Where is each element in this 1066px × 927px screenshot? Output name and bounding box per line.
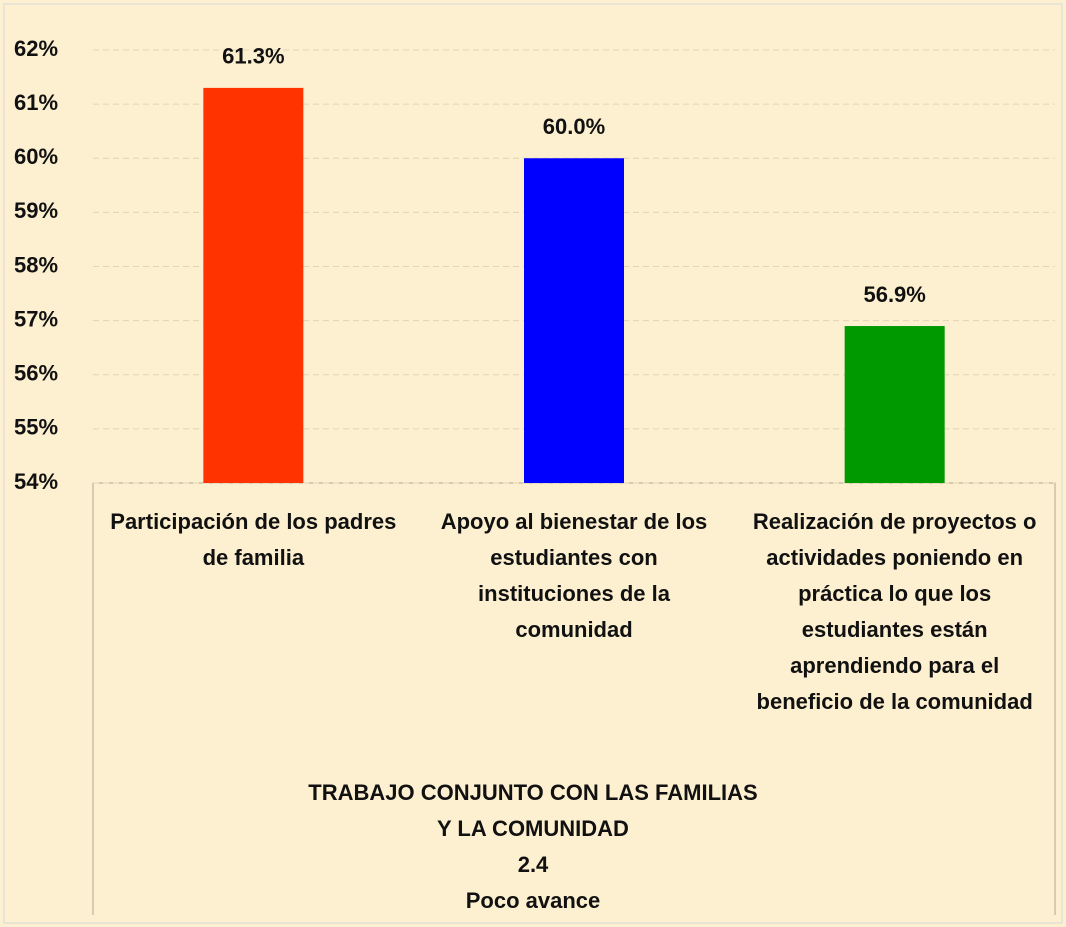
x-tick-label: Realización de proyectos o actividades p… bbox=[752, 509, 1037, 714]
bar bbox=[524, 158, 624, 483]
x-tick-label: Apoyo al bienestar de los estudiantes co… bbox=[440, 509, 708, 642]
data-label: 56.9% bbox=[863, 282, 925, 307]
y-tick-label: 54% bbox=[14, 469, 58, 494]
annotation: Poco avance bbox=[465, 888, 601, 913]
annotation: 2.4 bbox=[517, 852, 549, 877]
y-tick-label: 55% bbox=[14, 415, 58, 440]
data-label: 61.3% bbox=[222, 44, 284, 69]
y-tick-label: 59% bbox=[14, 198, 58, 223]
y-tick-label: 61% bbox=[14, 90, 58, 115]
bar bbox=[203, 87, 304, 483]
y-tick-label: 56% bbox=[14, 361, 58, 386]
bar bbox=[844, 326, 945, 483]
y-tick-label: 60% bbox=[14, 144, 58, 169]
y-tick-label: 57% bbox=[14, 306, 58, 331]
y-tick-label: 58% bbox=[14, 252, 58, 277]
y-tick-label: 62% bbox=[14, 36, 58, 61]
data-label: 60.0% bbox=[543, 114, 605, 139]
x-axis-title: TRABAJO CONJUNTO CON LAS FAMILIAS Y LA C… bbox=[308, 780, 758, 841]
x-tick-label: Participación de los padres de familia bbox=[110, 509, 397, 570]
outer-border bbox=[3, 3, 1063, 924]
